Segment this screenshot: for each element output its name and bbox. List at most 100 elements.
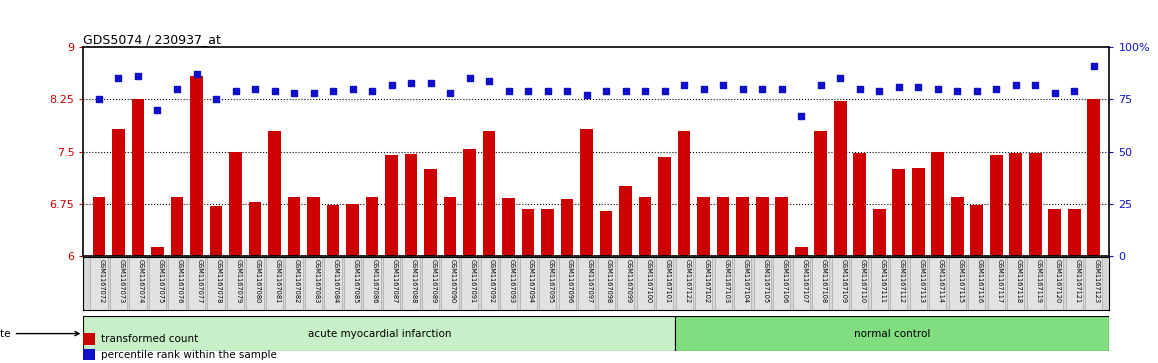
Text: GSM1167084: GSM1167084 bbox=[334, 259, 339, 303]
Point bbox=[1006, 82, 1025, 88]
Text: GSM1167119: GSM1167119 bbox=[1035, 259, 1041, 303]
Bar bbox=[677, 131, 690, 363]
Bar bbox=[405, 154, 417, 363]
Point bbox=[519, 88, 537, 94]
Bar bbox=[269, 131, 281, 363]
Bar bbox=[152, 247, 163, 363]
Bar bbox=[441, 257, 459, 310]
Bar bbox=[871, 257, 888, 310]
Bar bbox=[754, 257, 771, 310]
Bar bbox=[503, 198, 515, 363]
Text: GSM1167111: GSM1167111 bbox=[879, 259, 885, 303]
Bar bbox=[774, 257, 790, 310]
Bar bbox=[794, 247, 807, 363]
Bar bbox=[364, 257, 381, 310]
Text: GSM1167118: GSM1167118 bbox=[1016, 259, 1021, 303]
Bar bbox=[931, 152, 944, 363]
Bar bbox=[873, 209, 886, 363]
Bar bbox=[929, 257, 946, 310]
Point bbox=[324, 88, 343, 94]
Bar bbox=[83, 316, 675, 351]
Bar bbox=[422, 257, 439, 310]
Bar bbox=[90, 257, 108, 310]
Point bbox=[479, 78, 498, 83]
Text: GSM1167078: GSM1167078 bbox=[217, 259, 222, 303]
Point bbox=[1065, 88, 1084, 94]
Point bbox=[343, 86, 361, 92]
Bar bbox=[891, 257, 907, 310]
Bar bbox=[948, 257, 966, 310]
Bar bbox=[266, 257, 283, 310]
Point bbox=[1026, 82, 1045, 88]
Text: GSM1167120: GSM1167120 bbox=[1055, 259, 1061, 303]
Bar bbox=[598, 257, 615, 310]
Text: acute myocardial infarction: acute myocardial infarction bbox=[308, 329, 452, 339]
Bar bbox=[675, 257, 692, 310]
Point bbox=[870, 88, 888, 94]
Text: GSM1167107: GSM1167107 bbox=[801, 259, 807, 303]
Bar bbox=[210, 206, 222, 363]
Text: GSM1167103: GSM1167103 bbox=[723, 259, 730, 303]
Text: GSM1167094: GSM1167094 bbox=[528, 259, 534, 303]
Point bbox=[245, 86, 264, 92]
Bar bbox=[522, 209, 535, 363]
Bar bbox=[287, 197, 300, 363]
Point bbox=[596, 88, 615, 94]
Text: GSM1167085: GSM1167085 bbox=[352, 259, 359, 303]
Point bbox=[461, 76, 479, 81]
Text: GSM1167087: GSM1167087 bbox=[391, 259, 397, 303]
Bar bbox=[792, 257, 809, 310]
Point bbox=[831, 76, 850, 81]
Text: GSM1167082: GSM1167082 bbox=[294, 259, 300, 303]
Bar bbox=[247, 257, 264, 310]
Bar bbox=[366, 197, 379, 363]
Text: GSM1167072: GSM1167072 bbox=[98, 259, 105, 303]
Point bbox=[1085, 63, 1104, 69]
Text: GSM1167122: GSM1167122 bbox=[684, 259, 690, 303]
Point bbox=[929, 86, 947, 92]
Bar bbox=[444, 197, 456, 363]
Point bbox=[948, 88, 967, 94]
Bar bbox=[990, 155, 1003, 363]
Bar bbox=[168, 257, 185, 310]
Bar bbox=[853, 153, 866, 363]
Text: GSM1167104: GSM1167104 bbox=[742, 259, 749, 303]
Bar bbox=[93, 197, 105, 363]
Text: GSM1167097: GSM1167097 bbox=[587, 259, 593, 303]
Text: GSM1167116: GSM1167116 bbox=[976, 259, 983, 303]
Bar bbox=[1048, 209, 1061, 363]
Bar bbox=[831, 257, 849, 310]
Bar bbox=[307, 197, 320, 363]
Point bbox=[422, 80, 440, 86]
Bar bbox=[560, 199, 573, 363]
Bar bbox=[968, 257, 985, 310]
Bar bbox=[1046, 257, 1063, 310]
Bar bbox=[286, 257, 302, 310]
Text: transformed count: transformed count bbox=[101, 334, 198, 344]
Bar bbox=[697, 197, 710, 363]
Point bbox=[362, 88, 381, 94]
Bar bbox=[346, 204, 359, 363]
Bar bbox=[988, 257, 1005, 310]
Point bbox=[792, 113, 811, 119]
Text: GSM1167115: GSM1167115 bbox=[958, 259, 963, 303]
Bar bbox=[734, 257, 752, 310]
Text: GDS5074 / 230937_at: GDS5074 / 230937_at bbox=[83, 33, 221, 46]
Bar bbox=[383, 257, 401, 310]
Bar bbox=[324, 257, 342, 310]
Text: GSM1167108: GSM1167108 bbox=[821, 259, 827, 303]
Point bbox=[538, 88, 557, 94]
Point bbox=[850, 86, 868, 92]
Point bbox=[909, 84, 928, 90]
Bar bbox=[911, 168, 924, 363]
Bar bbox=[188, 257, 205, 310]
Bar bbox=[83, 348, 95, 360]
Text: GSM1167093: GSM1167093 bbox=[508, 259, 514, 303]
Bar bbox=[695, 257, 712, 310]
Point bbox=[109, 76, 127, 81]
Point bbox=[655, 88, 674, 94]
Text: GSM1167083: GSM1167083 bbox=[314, 259, 320, 303]
Text: GSM1167110: GSM1167110 bbox=[859, 259, 866, 303]
Text: GSM1167113: GSM1167113 bbox=[918, 259, 924, 303]
Bar bbox=[344, 257, 361, 310]
